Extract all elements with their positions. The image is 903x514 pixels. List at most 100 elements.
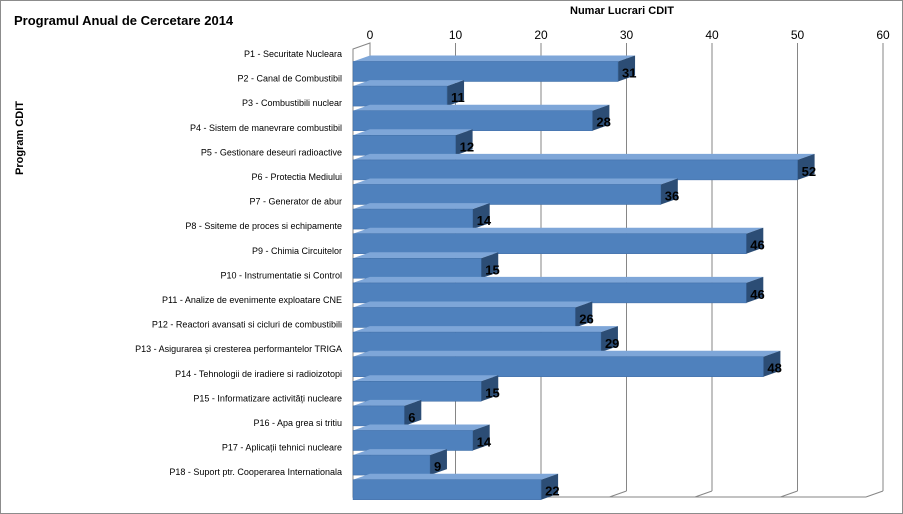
bar-top — [353, 203, 490, 210]
bar-top — [353, 424, 490, 431]
bar-end — [455, 129, 473, 156]
x-tick-label: 40 — [705, 28, 719, 42]
x-tick-label: 0 — [367, 28, 374, 42]
bar-end — [481, 252, 499, 279]
bar — [352, 110, 593, 131]
bar-top — [353, 178, 678, 185]
category-label: P1 - Securitate Nucleara — [244, 49, 342, 59]
data-label: 9 — [434, 459, 441, 474]
bar-end — [763, 350, 781, 377]
category-label: P5 - Gestionare deseuri radioactive — [201, 147, 342, 157]
data-label: 46 — [750, 287, 764, 302]
bar — [352, 331, 602, 353]
bar — [352, 85, 448, 107]
data-label: 26 — [579, 312, 593, 327]
gridline-floor — [780, 490, 798, 498]
bar-top — [353, 129, 473, 136]
category-label: P9 - Chimia Circuitelor — [252, 246, 342, 256]
data-label: 22 — [545, 484, 559, 499]
x-tick-label: 60 — [876, 28, 890, 42]
x-tick-label: 30 — [620, 28, 634, 42]
bar-top — [353, 375, 499, 382]
bar — [352, 258, 482, 279]
bar — [352, 184, 662, 205]
bar-top — [353, 473, 559, 480]
bar-top — [353, 252, 499, 259]
category-label: P16 - Apa grea si tritiu — [253, 418, 342, 428]
category-label: P15 - Informatizare activități nucleare — [193, 393, 342, 403]
bar-end — [404, 399, 422, 426]
bar-end — [618, 55, 636, 82]
bar-top — [353, 227, 764, 234]
bar-top — [353, 80, 465, 87]
bar — [352, 159, 798, 181]
data-label: 46 — [750, 238, 764, 253]
data-label: 29 — [605, 336, 619, 351]
category-label: P6 - Protectia Mediului — [251, 172, 342, 182]
category-label: P10 - Instrumentatie si Control — [220, 270, 342, 280]
bar-end — [481, 375, 499, 402]
data-label: 14 — [477, 213, 492, 228]
data-label: 52 — [802, 164, 816, 179]
data-label: 11 — [451, 90, 465, 105]
bar — [352, 454, 431, 476]
x-tick-label: 10 — [449, 28, 463, 42]
gridline-floor — [694, 490, 713, 498]
bar-top — [353, 449, 447, 456]
bar-end — [541, 473, 559, 500]
bar — [352, 307, 576, 328]
bar — [352, 233, 747, 254]
bar-top — [353, 276, 764, 283]
category-label: P12 - Reactori avansati si cicluri de co… — [152, 320, 342, 330]
data-label: 31 — [622, 66, 636, 81]
category-label: P3 - Combustibili nuclear — [242, 98, 342, 108]
bar — [352, 405, 405, 427]
bar-end — [447, 80, 465, 107]
category-label: P7 - Generator de abur — [249, 197, 342, 207]
bar — [352, 430, 473, 451]
gridline-floor — [609, 490, 627, 498]
bar-top — [353, 326, 618, 333]
bar-top — [353, 301, 593, 308]
chart-title: Programul Anual de Cercetare 2014 — [14, 13, 234, 28]
bar-top — [353, 399, 422, 406]
gridline-floor — [865, 490, 884, 498]
data-label: 15 — [485, 262, 499, 277]
bar-top — [353, 153, 815, 160]
bar-end — [592, 104, 610, 131]
x-tick-label: 20 — [534, 28, 548, 42]
category-label: P14 - Tehnologii de iradiere si radioizo… — [175, 369, 342, 379]
bar-end — [746, 276, 764, 303]
bar — [352, 61, 619, 82]
data-label: 14 — [477, 435, 492, 450]
category-label: P4 - Sistem de manevrare combustibil — [190, 123, 342, 133]
bar — [352, 356, 764, 377]
category-label: P18 - Suport ptr. Cooperarea Internation… — [169, 467, 342, 477]
bar-end — [660, 178, 678, 205]
x-axis-title: Numar Lucrari CDIT — [570, 5, 674, 17]
data-label: 15 — [485, 385, 499, 400]
bar-end — [746, 227, 764, 254]
bar-end — [575, 301, 593, 328]
bar — [352, 208, 473, 230]
bar-top — [353, 55, 636, 62]
bar-end — [472, 203, 490, 230]
bar-end — [429, 449, 447, 476]
category-label: P13 - Asigurarea și cresterea performant… — [135, 344, 342, 354]
bar — [352, 135, 456, 156]
bar-top — [353, 104, 610, 111]
x-tick-label: 50 — [791, 28, 805, 42]
data-label: 12 — [460, 139, 474, 154]
bar-end — [600, 326, 618, 353]
bar-end — [797, 153, 815, 180]
category-label: P2 - Canal de Combustibil — [237, 74, 342, 84]
data-label: 28 — [596, 115, 610, 130]
category-label: P17 - Aplicații tehnici nucleare — [222, 443, 342, 453]
bar-end — [472, 424, 490, 451]
bar — [352, 479, 542, 500]
data-label: 36 — [665, 189, 679, 204]
category-label: P11 - Analize de evenimente exploatare C… — [162, 295, 342, 305]
data-label: 48 — [767, 361, 781, 376]
category-label: P8 - Ssiteme de proces si echipamente — [185, 221, 342, 231]
